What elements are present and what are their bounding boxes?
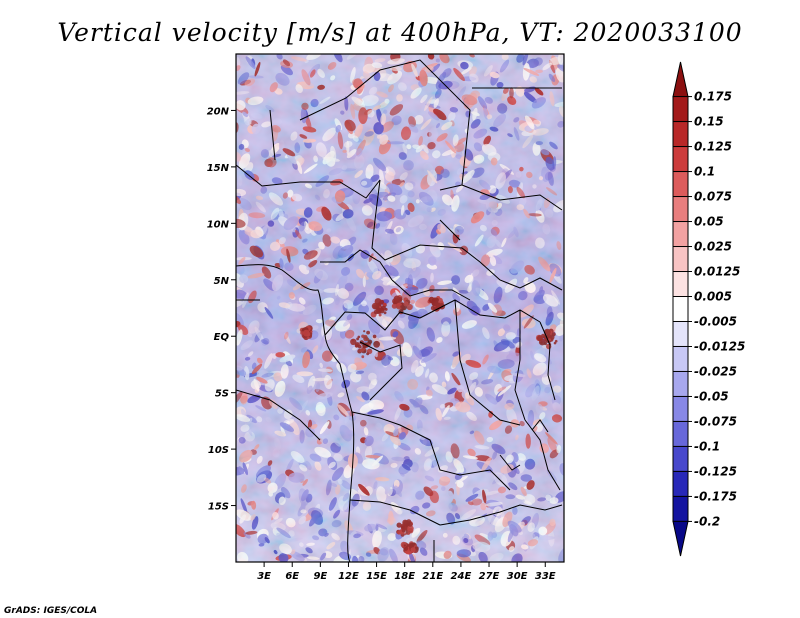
colorbar-swatch <box>672 246 689 273</box>
colorbar-swatch <box>672 420 689 447</box>
colorbar-min-arrow <box>672 520 689 557</box>
x-tick-label: 30E <box>507 571 528 582</box>
y-tick-label: 15N <box>207 163 230 174</box>
colorbar-label: -0.025 <box>694 364 737 378</box>
y-tick-label: 5N <box>214 276 230 287</box>
colorbar-swatch <box>672 271 689 298</box>
colorbar-swatch <box>672 221 689 248</box>
colorbar-swatch <box>672 296 689 322</box>
colorbar-label: 0.15 <box>694 115 724 129</box>
colorbar-label: 0.005 <box>694 290 732 304</box>
colorbar-label: 0.075 <box>694 190 732 204</box>
x-tick-label: 18E <box>394 571 415 582</box>
colorbar-label: 0.05 <box>694 215 724 229</box>
x-tick-label: 33E <box>535 571 556 582</box>
colorbar-label: -0.2 <box>694 514 720 528</box>
x-tick-label: 9E <box>313 571 327 582</box>
colorbar: 0.175 0.15 0.125 0.1 0.075 0.05 0.025 0.0125 0.0… <box>672 61 745 557</box>
colorbar-label: -0.125 <box>694 464 737 478</box>
y-tick-label: 10N <box>207 219 230 230</box>
colorbar-label: 0.1 <box>694 165 715 179</box>
colorbar-label: 0.0125 <box>694 265 740 279</box>
colorbar-swatch <box>672 121 689 148</box>
x-tick-label: 3E <box>257 571 271 582</box>
x-tick-label: 21E <box>422 571 443 582</box>
map-frame <box>235 53 565 563</box>
colorbar-swatch <box>672 445 689 472</box>
heatmap-field <box>236 54 564 562</box>
x-tick-label: 12E <box>338 571 359 582</box>
colorbar-max-arrow <box>672 61 689 98</box>
chart-title: Vertical velocity [m/s] at 400hPa, VT: 2… <box>57 18 742 47</box>
colorbar-swatch <box>672 96 689 123</box>
colorbar-label: -0.0125 <box>694 339 745 353</box>
country-borders <box>236 59 563 562</box>
x-axis: 3E 6E 9E 12E 15E 18E 21E 24E 27E 30E 33E <box>257 562 556 582</box>
colorbar-label: -0.175 <box>694 489 737 503</box>
colorbar-swatch <box>672 495 689 522</box>
field-noise-overlay <box>236 54 564 562</box>
colorbar-swatch <box>672 146 689 173</box>
colorbar-label: 0.025 <box>694 240 732 254</box>
x-tick-label: 6E <box>285 571 299 582</box>
grads-credit: GrADS: IGES/COLA <box>4 606 97 616</box>
colorbar-swatch <box>672 345 689 372</box>
x-tick-label: 15E <box>366 571 387 582</box>
colorbar-swatch <box>672 320 689 347</box>
colorbar-label: 0.125 <box>694 140 732 154</box>
colorbar-label: -0.005 <box>694 314 737 328</box>
y-tick-label: 5S <box>215 389 229 400</box>
colorbar-swatch <box>672 470 689 497</box>
colorbar-label: -0.05 <box>694 389 729 403</box>
x-tick-label: 27E <box>479 571 500 582</box>
y-tick-label: 15S <box>208 502 229 513</box>
colorbar-label: -0.1 <box>694 439 720 453</box>
colorbar-swatch <box>672 395 689 422</box>
y-tick-label: EQ <box>214 332 230 343</box>
colorbar-swatch <box>672 370 689 397</box>
colorbar-swatch <box>672 196 689 223</box>
y-axis: 20N 15N 10N 5N EQ 5S 10S 15S <box>207 106 236 513</box>
colorbar-swatch <box>672 171 689 198</box>
x-tick-label: 24E <box>451 571 472 582</box>
y-tick-label: 20N <box>207 106 230 117</box>
y-tick-label: 10S <box>208 445 229 456</box>
colorbar-label: -0.075 <box>694 414 737 428</box>
colorbar-label: 0.175 <box>694 90 732 104</box>
